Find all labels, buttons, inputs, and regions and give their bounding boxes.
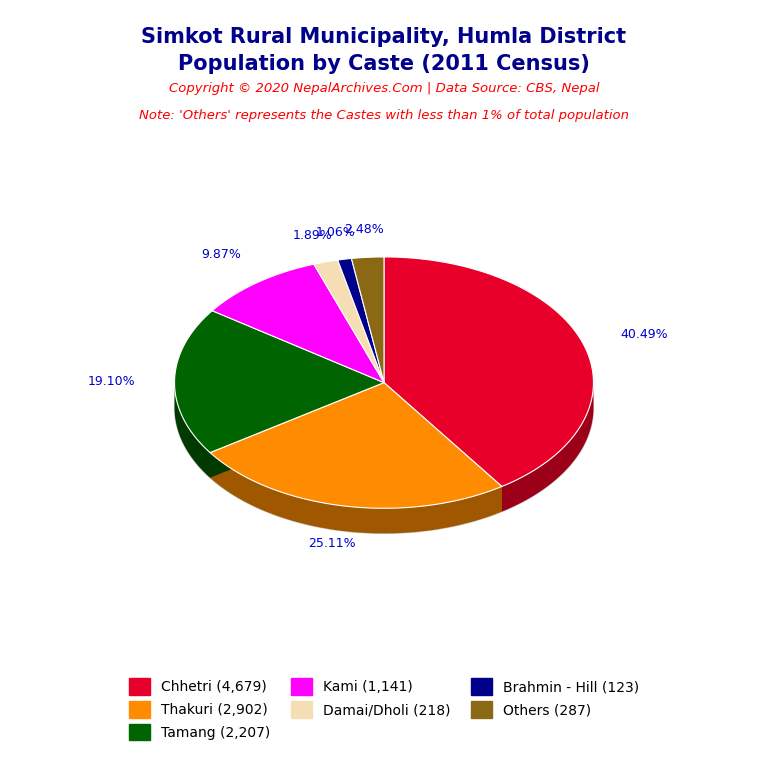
Text: 2.48%: 2.48%: [344, 223, 384, 237]
Text: Copyright © 2020 NepalArchives.Com | Data Source: CBS, Nepal: Copyright © 2020 NepalArchives.Com | Dat…: [169, 82, 599, 95]
Polygon shape: [352, 257, 384, 382]
Text: 9.87%: 9.87%: [201, 248, 241, 261]
Polygon shape: [314, 260, 384, 382]
Polygon shape: [174, 311, 384, 452]
Polygon shape: [338, 259, 384, 382]
Text: Simkot Rural Municipality, Humla District: Simkot Rural Municipality, Humla Distric…: [141, 27, 627, 47]
Polygon shape: [210, 382, 384, 478]
Polygon shape: [210, 382, 502, 508]
Text: 1.89%: 1.89%: [293, 229, 333, 242]
Text: 40.49%: 40.49%: [621, 328, 668, 341]
Text: Population by Caste (2011 Census): Population by Caste (2011 Census): [178, 54, 590, 74]
Legend: Chhetri (4,679), Thakuri (2,902), Tamang (2,207), Kami (1,141), Damai/Dholi (218: Chhetri (4,679), Thakuri (2,902), Tamang…: [122, 671, 646, 747]
Polygon shape: [384, 257, 594, 486]
Text: 25.11%: 25.11%: [309, 537, 356, 550]
Polygon shape: [210, 382, 384, 478]
Text: Note: 'Others' represents the Castes with less than 1% of total population: Note: 'Others' represents the Castes wit…: [139, 109, 629, 122]
Ellipse shape: [174, 282, 594, 534]
Polygon shape: [384, 382, 502, 511]
Polygon shape: [384, 382, 502, 511]
Polygon shape: [212, 264, 384, 382]
Polygon shape: [210, 452, 502, 534]
Polygon shape: [174, 382, 210, 478]
Polygon shape: [502, 383, 594, 511]
Text: 1.06%: 1.06%: [316, 226, 356, 239]
Text: 19.10%: 19.10%: [88, 375, 135, 388]
